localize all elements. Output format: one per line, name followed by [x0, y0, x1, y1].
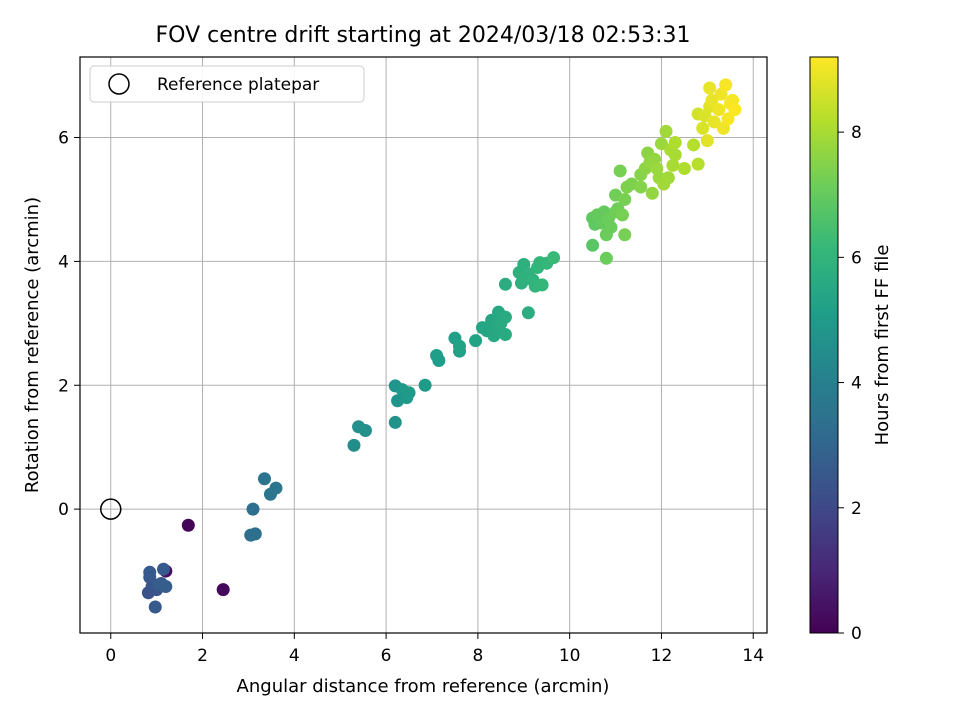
scatter-point — [613, 164, 627, 178]
y-tick-label: 0 — [58, 500, 69, 520]
scatter-point — [143, 565, 157, 579]
scatter-point — [157, 562, 171, 576]
scatter-point — [248, 527, 262, 541]
scatter-point — [634, 180, 648, 194]
scatter-point — [453, 339, 467, 353]
scatter-point — [604, 220, 618, 234]
scatter-point — [668, 148, 682, 162]
x-tick-label: 0 — [105, 646, 116, 666]
scatter-point — [246, 502, 260, 516]
scatter-point — [659, 124, 673, 138]
colorbar-tick-label: 6 — [851, 248, 862, 268]
scatter-point — [645, 186, 659, 200]
y-tick-label: 4 — [58, 252, 69, 272]
plot-frame — [79, 56, 768, 634]
x-tick-label: 8 — [472, 646, 483, 666]
scatter-point — [547, 251, 561, 265]
scatter-point — [707, 115, 721, 129]
x-tick-label: 12 — [651, 646, 673, 666]
colorbar-label: Hours from first FF file — [872, 245, 893, 446]
colorbar: 0 2 4 6 8 Hours from first FF file — [809, 56, 893, 644]
scatter-point — [269, 481, 283, 495]
y-tick-label: 6 — [58, 129, 69, 149]
scatter-point — [687, 138, 701, 152]
scatter-point — [703, 81, 717, 95]
scatter-point — [152, 578, 166, 592]
x-tick-label: 4 — [289, 646, 300, 666]
scatter-point — [586, 238, 600, 252]
scatter-point — [498, 310, 512, 324]
scatter-point — [705, 93, 719, 107]
scatter-point — [618, 228, 632, 242]
scatter-point — [216, 583, 230, 597]
scatter-point — [719, 78, 733, 92]
scatter-point — [469, 334, 483, 348]
scatter-point — [388, 415, 402, 429]
legend-circle-marker — [108, 73, 130, 95]
scatter-point — [535, 278, 549, 292]
scatter-point — [691, 157, 705, 171]
scatter-point — [654, 137, 668, 151]
scatter-point — [498, 277, 512, 291]
scatter-point — [148, 600, 162, 614]
scatter-point — [347, 438, 361, 452]
scatter-point — [700, 134, 714, 148]
x-axis-label: Angular distance from reference (arcmin) — [237, 676, 610, 697]
scatter-point — [257, 472, 271, 486]
scatter-point — [432, 353, 446, 367]
scatter-point — [696, 121, 710, 135]
scatter-point — [498, 327, 512, 341]
legend: Reference platepar — [89, 65, 365, 103]
scatter-point — [666, 158, 680, 172]
scatter-point — [615, 208, 629, 222]
x-tick-label: 2 — [197, 646, 208, 666]
scatter-point — [358, 423, 372, 437]
legend-entry-reference-platepar: Reference platepar — [157, 75, 319, 95]
scatter-point — [521, 306, 535, 320]
colorbar-ticks: 0 2 4 6 8 — [838, 123, 862, 644]
colorbar-tick-label: 0 — [851, 624, 862, 644]
scatter-point — [618, 192, 632, 206]
legend-box — [89, 65, 365, 103]
scatter-point — [668, 135, 682, 149]
x-tick-label: 14 — [742, 646, 764, 666]
data-points — [141, 78, 742, 614]
scatter-point — [661, 171, 675, 185]
chart-title: FOV centre drift starting at 2024/03/18 … — [156, 23, 691, 48]
x-tick-label: 10 — [559, 646, 581, 666]
scatter-point — [721, 112, 735, 126]
scatter-point — [712, 103, 726, 117]
reference-marker — [99, 498, 122, 520]
colorbar-tick-label: 4 — [851, 374, 862, 394]
scatter-point — [677, 161, 691, 175]
reference-platepar-point — [99, 498, 122, 520]
x-tick-label: 6 — [381, 646, 392, 666]
scatter-point — [181, 518, 195, 532]
y-axis-label: Rotation from reference (arcmin) — [22, 197, 43, 493]
colorbar-tick-label: 8 — [851, 123, 862, 143]
scatter-point — [402, 386, 416, 400]
colorbar-gradient — [809, 56, 839, 634]
scatter-point — [728, 103, 742, 117]
scatter-point — [599, 251, 613, 265]
y-tick-label: 2 — [58, 376, 69, 396]
x-axis-ticks: 0 2 4 6 8 10 12 14 — [105, 633, 764, 666]
scatter-point — [418, 378, 432, 392]
y-axis-ticks: 0 2 4 6 — [58, 129, 80, 520]
colorbar-tick-label: 2 — [851, 499, 862, 519]
